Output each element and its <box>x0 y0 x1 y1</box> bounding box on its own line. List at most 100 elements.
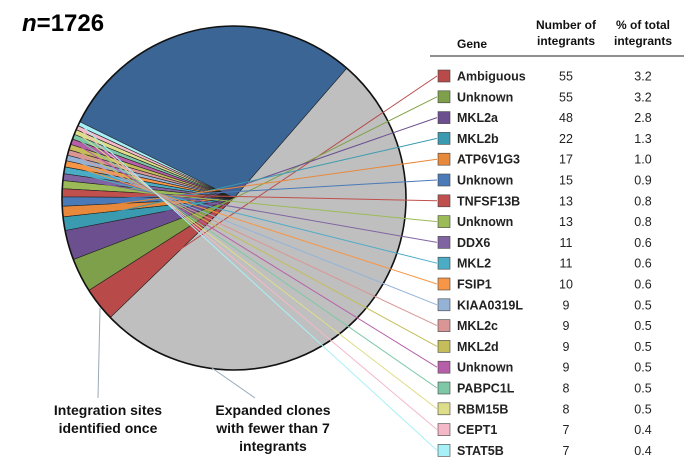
annotation-text: Integration sites <box>54 402 162 418</box>
annotation-text: identified once <box>59 420 158 436</box>
row-gene: MKL2a <box>457 111 499 125</box>
row-count: 17 <box>559 153 573 167</box>
legend-swatch <box>437 381 451 395</box>
legend-swatch <box>437 402 451 416</box>
leader-line <box>66 170 438 264</box>
legend-swatch <box>437 256 451 270</box>
row-gene: Ambiguous <box>457 70 526 84</box>
legend-swatch <box>437 236 451 249</box>
row-count: 9 <box>563 361 570 375</box>
row-gene: STAT5B <box>457 444 504 458</box>
row-pct: 0.5 <box>634 361 651 375</box>
legend-swatch <box>437 90 451 104</box>
sample-size-label: n=1726 <box>22 10 104 38</box>
row-gene: PABPC1L <box>457 382 515 396</box>
row-gene: Unknown <box>457 361 513 375</box>
annotation-text: with fewer than 7 <box>215 420 330 436</box>
row-count: 48 <box>559 111 573 125</box>
row-count: 8 <box>563 402 570 416</box>
header-pct-line1: % of total <box>616 18 670 32</box>
legend-swatch <box>437 173 451 187</box>
row-count: 7 <box>563 444 570 458</box>
leader-line <box>65 176 438 243</box>
row-gene: MKL2c <box>457 319 498 333</box>
leader-line <box>67 163 438 285</box>
annotation-leader <box>97 307 101 399</box>
pie-outline <box>61 25 407 371</box>
row-count: 13 <box>559 194 573 208</box>
legend-swatch <box>437 111 451 124</box>
legend-swatch <box>437 340 451 353</box>
row-gene: RBM15B <box>457 402 508 416</box>
row-count: 15 <box>559 174 573 188</box>
row-pct: 0.9 <box>634 174 651 188</box>
header-gene: Gene <box>457 37 487 51</box>
row-pct: 0.6 <box>634 257 651 271</box>
row-gene: DDX6 <box>457 236 490 250</box>
row-gene: TNFSF13B <box>457 194 520 208</box>
annotation-leader <box>211 367 256 399</box>
leader-line <box>65 137 438 224</box>
row-pct: 2.8 <box>634 111 651 125</box>
leader-line <box>80 124 438 451</box>
row-gene: MKL2d <box>457 340 499 354</box>
row-gene: CEPT1 <box>457 423 497 437</box>
row-count: 10 <box>559 278 573 292</box>
legend-swatch <box>437 132 451 145</box>
leader-line <box>64 184 438 223</box>
row-pct: 0.4 <box>634 444 651 458</box>
row-pct: 0.8 <box>634 194 651 208</box>
row-gene: ATP6V1G3 <box>457 153 520 167</box>
sample-size-value: =1726 <box>36 10 105 37</box>
pie-slices <box>61 25 407 371</box>
leader-line <box>64 192 438 202</box>
leader-line <box>68 157 438 306</box>
row-count: 8 <box>563 382 570 396</box>
row-pct: 0.5 <box>634 402 651 416</box>
gene-table: Gene Number of integrants % of total integra… <box>430 18 684 458</box>
row-count: 11 <box>560 257 573 271</box>
legend-swatch <box>437 319 451 332</box>
legend-swatch <box>437 423 451 436</box>
legend-swatch <box>437 69 451 83</box>
row-count: 9 <box>563 319 570 333</box>
legend-swatch <box>437 298 451 312</box>
leader-line <box>74 136 438 389</box>
leader-line <box>78 128 438 430</box>
legend-swatch <box>437 444 451 457</box>
row-gene: MKL2 <box>457 257 491 271</box>
row-pct: 0.8 <box>634 215 651 229</box>
leader-lines <box>64 75 438 451</box>
row-pct: 0.5 <box>634 298 651 312</box>
row-pct: 1.3 <box>634 132 651 146</box>
row-gene: FSIP1 <box>457 278 492 292</box>
row-pct: 0.5 <box>634 340 651 354</box>
row-pct: 0.6 <box>634 236 651 250</box>
header-count-line1: Number of <box>536 18 597 32</box>
legend-swatch <box>437 360 451 374</box>
row-count: 22 <box>559 132 573 146</box>
row-count: 9 <box>563 298 570 312</box>
row-pct: 0.5 <box>634 319 651 333</box>
row-gene: Unknown <box>457 215 513 229</box>
row-count: 11 <box>560 236 573 250</box>
row-gene: KIAA0319L <box>457 298 523 312</box>
row-count: 13 <box>559 215 573 229</box>
sample-size-var: n <box>22 10 37 37</box>
pie-annotations: Integration sites identified once Expanded… <box>54 307 331 454</box>
annotation-text: integrants <box>239 438 307 454</box>
row-gene: MKL2b <box>457 132 499 146</box>
row-count: 55 <box>559 90 573 104</box>
legend-swatch <box>437 152 451 166</box>
row-pct: 1.0 <box>634 153 651 167</box>
leader-line <box>64 179 438 203</box>
annotation-text: Expanded clones <box>215 402 330 418</box>
leader-line <box>81 96 438 275</box>
legend-swatch <box>437 194 451 208</box>
row-pct: 3.2 <box>634 70 651 84</box>
header-count-line2: integrants <box>537 34 595 48</box>
row-count: 55 <box>559 70 573 84</box>
header-pct-line2: integrants <box>614 34 672 48</box>
